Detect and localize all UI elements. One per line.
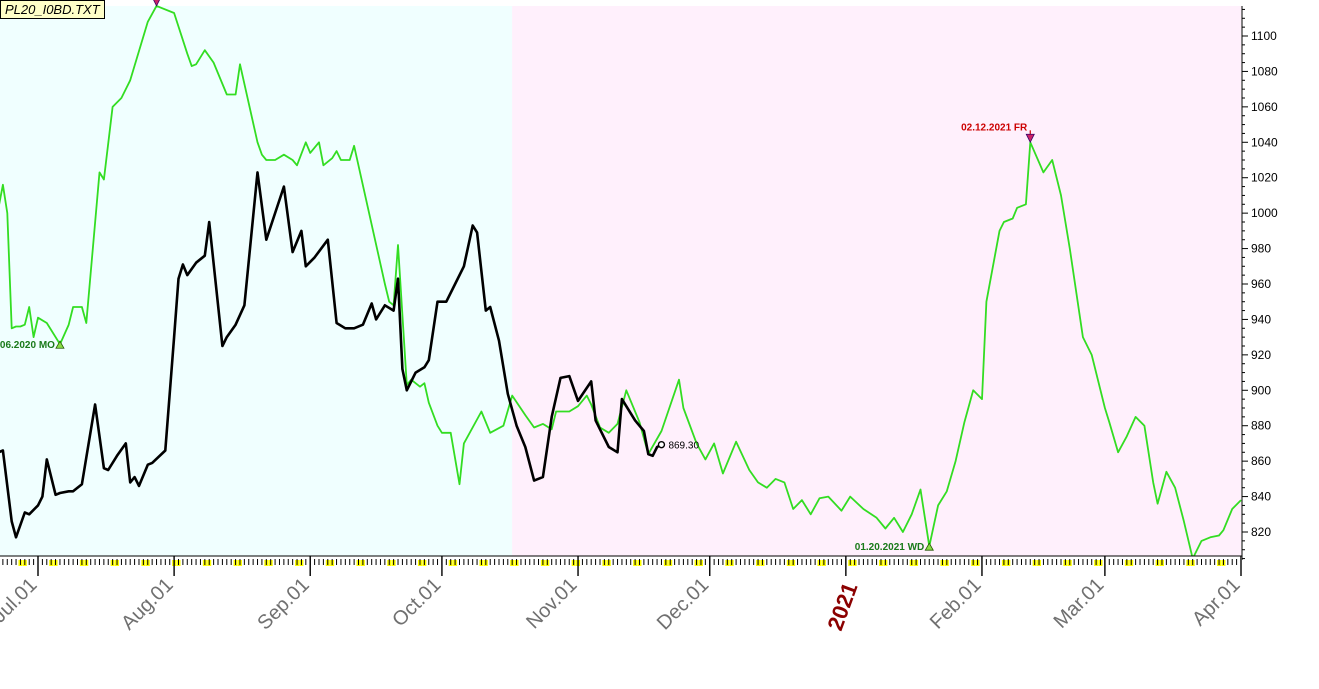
projection-line <box>0 5 1242 560</box>
last-price-marker <box>657 440 666 449</box>
y-tick-label: 960 <box>1251 277 1271 291</box>
high-annotation-label: 02.12.2021 FR <box>961 122 1028 133</box>
x-tick-label: Jul.01 <box>0 574 42 627</box>
high-marker-icon <box>153 0 160 7</box>
low-marker-icon <box>924 542 934 551</box>
y-tick-label: 940 <box>1251 312 1271 326</box>
low-marker-icon <box>55 340 65 349</box>
x-tick-label: Nov.01 <box>522 574 581 633</box>
y-tick-label: 980 <box>1251 242 1271 256</box>
y-tick-label: 880 <box>1251 419 1271 433</box>
y-tick-label: 1000 <box>1251 206 1278 220</box>
y-tick-label: 1020 <box>1251 171 1278 185</box>
y-tick-label: 1060 <box>1251 100 1278 114</box>
y-tick-label: 1040 <box>1251 135 1278 149</box>
low-annotation-label: 06.2020 MO <box>0 340 55 351</box>
y-tick-label: 840 <box>1251 490 1271 504</box>
x-tick-label: Mar.01 <box>1050 574 1109 633</box>
last-price-label: 869.30 <box>668 441 699 452</box>
x-tick-label: Oct.01 <box>388 574 445 631</box>
x-tick-label: Sep.01 <box>253 574 313 634</box>
price-line <box>0 171 663 539</box>
x-tick-label: Aug.01 <box>117 574 177 634</box>
year-label: 2021 <box>822 579 862 634</box>
x-tick-label: Dec.01 <box>653 574 713 634</box>
y-tick-label: 860 <box>1251 454 1271 468</box>
high-marker-icon <box>1025 133 1035 144</box>
x-axis: Jul.01 Aug.01 Sep.01 Oct.01 Nov.01 Dec.01 Feb.… <box>0 555 1245 634</box>
region-projection <box>512 6 1241 556</box>
x-tick-label: Feb.01 <box>926 574 986 634</box>
x-tick-label: Apr.01 <box>1188 574 1244 630</box>
file-name-label: PL20_I0BD.TXT <box>0 0 105 19</box>
y-tick-label: 820 <box>1251 525 1271 539</box>
y-tick-label: 920 <box>1251 348 1271 362</box>
y-tick-label: 1100 <box>1251 29 1277 43</box>
background-regions <box>0 6 1241 556</box>
y-axis: 820 840 860 880 900 920 940 960 980 1000 1020 1040 1… <box>1241 6 1278 560</box>
y-tick-label: 1080 <box>1251 64 1278 78</box>
y-tick-label: 900 <box>1251 383 1271 397</box>
x-axis-band <box>0 556 1242 569</box>
low-annotation-label: 01.20.2021 WD <box>855 542 925 553</box>
series-group <box>0 5 1242 560</box>
region-history <box>0 6 513 556</box>
